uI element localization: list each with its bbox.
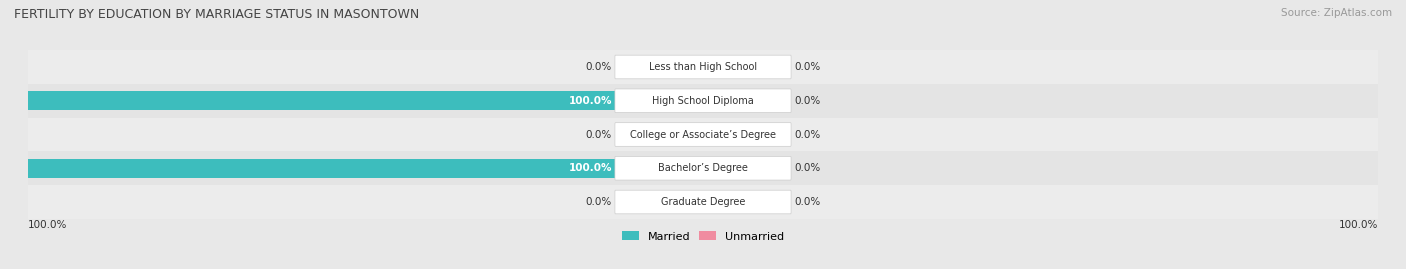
Bar [683,193,703,211]
Bar [28,50,1378,84]
Text: 100.0%: 100.0% [568,96,612,106]
Text: High School Diploma: High School Diploma [652,96,754,106]
Text: 100.0%: 100.0% [568,163,612,173]
FancyBboxPatch shape [614,89,792,112]
Bar [703,193,723,211]
Bar [703,58,723,76]
Text: 0.0%: 0.0% [794,163,820,173]
Bar [28,185,1378,219]
Bar [28,151,1378,185]
Text: Less than High School: Less than High School [650,62,756,72]
Text: Bachelor’s Degree: Bachelor’s Degree [658,163,748,173]
Text: 0.0%: 0.0% [794,197,820,207]
Bar [683,125,703,144]
Text: 0.0%: 0.0% [586,62,612,72]
Text: 100.0%: 100.0% [1339,220,1378,229]
FancyBboxPatch shape [614,123,792,146]
Bar [28,91,703,110]
Text: 0.0%: 0.0% [586,197,612,207]
Text: 0.0%: 0.0% [794,62,820,72]
Text: College or Associate’s Degree: College or Associate’s Degree [630,129,776,140]
Text: 0.0%: 0.0% [586,129,612,140]
Text: 100.0%: 100.0% [28,220,67,229]
Bar [28,118,1378,151]
Bar [683,58,703,76]
Bar [703,91,723,110]
Bar [28,159,703,178]
Bar [28,84,1378,118]
Text: Source: ZipAtlas.com: Source: ZipAtlas.com [1281,8,1392,18]
Text: 0.0%: 0.0% [794,96,820,106]
Bar [703,125,723,144]
Bar [703,159,723,178]
FancyBboxPatch shape [614,157,792,180]
FancyBboxPatch shape [614,190,792,214]
Legend: Married, Unmarried: Married, Unmarried [617,227,789,246]
Text: 0.0%: 0.0% [794,129,820,140]
Text: FERTILITY BY EDUCATION BY MARRIAGE STATUS IN MASONTOWN: FERTILITY BY EDUCATION BY MARRIAGE STATU… [14,8,419,21]
FancyBboxPatch shape [614,55,792,79]
Text: Graduate Degree: Graduate Degree [661,197,745,207]
